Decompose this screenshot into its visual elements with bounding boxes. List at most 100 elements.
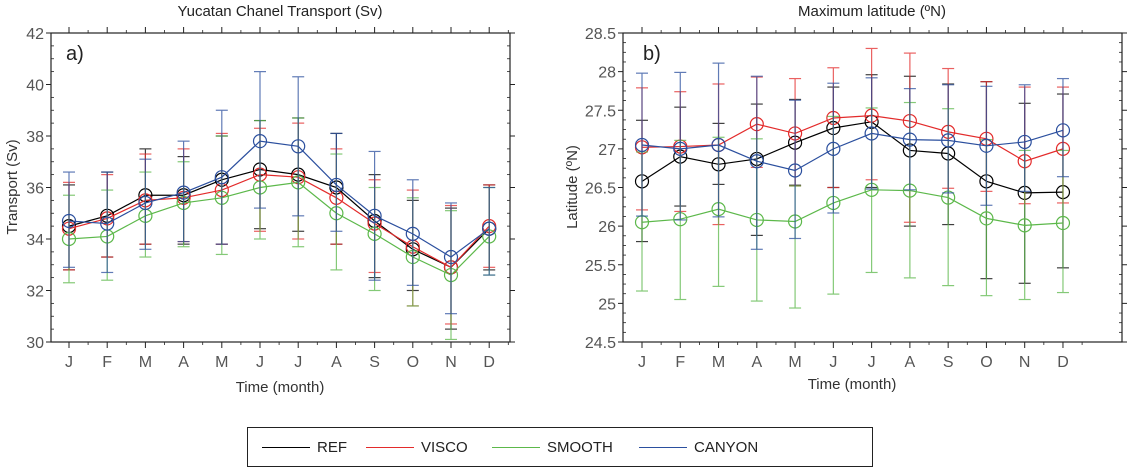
- b-errorbar-canyon: [712, 62, 725, 218]
- a-ytick-label: 34: [26, 232, 44, 249]
- b-errorbar-canyon: [674, 71, 687, 221]
- b-xtick-label: J: [638, 354, 646, 371]
- b-ytick-label: 25.5: [585, 258, 616, 275]
- a-line-smooth: [68, 181, 490, 276]
- b-xtick-label: M: [712, 354, 725, 371]
- a-xtick-label: J: [65, 354, 73, 371]
- panel-b-xlabel: Time (month): [808, 376, 897, 393]
- b-line-visco: [641, 115, 1064, 162]
- legend-label-visco: VISCO: [421, 438, 468, 456]
- a-point-canyon: [61, 213, 77, 229]
- a-xtick-label: M: [215, 354, 228, 371]
- b-ytick-label: 25: [598, 296, 616, 313]
- a-errorbar-canyon: [254, 71, 266, 209]
- b-errorbar-canyon: [636, 72, 648, 217]
- a-xtick-label: S: [369, 354, 380, 371]
- a-errorbar-canyon: [445, 202, 457, 315]
- a-errorbar-canyon: [177, 140, 190, 243]
- a-ytick-label: 42: [26, 26, 44, 43]
- panel-a-ylabel: Transport (Sv): [4, 139, 21, 234]
- b-point-canyon: [864, 126, 879, 141]
- b-errorbar-canyon: [789, 99, 802, 240]
- a-xtick-label: D: [483, 354, 495, 371]
- a-line-ref: [68, 168, 490, 269]
- b-xtick-label: A: [751, 354, 762, 371]
- legend-label-canyon: CANYON: [694, 438, 759, 456]
- a-xtick-label: N: [445, 354, 457, 371]
- a-ytick-label: 40: [26, 78, 44, 95]
- b-line-smooth: [641, 189, 1064, 226]
- b-ytick-label: 27: [598, 142, 616, 159]
- legend-swatch-smooth: [492, 446, 540, 448]
- b-ytick-label: 26: [598, 219, 616, 236]
- a-point-canyon: [291, 139, 306, 154]
- a-ytick-label: 38: [26, 129, 44, 146]
- b-point-canyon: [826, 141, 841, 156]
- b-point-canyon: [902, 132, 917, 147]
- b-series-smooth: [634, 101, 1071, 309]
- a-ytick-label: 30: [26, 335, 44, 352]
- a-errorbar-canyon: [101, 171, 114, 274]
- b-point-canyon: [749, 154, 764, 169]
- a-xtick-label: M: [139, 354, 152, 371]
- a-point-canyon: [176, 185, 191, 200]
- b-xtick-label: A: [905, 354, 916, 371]
- a-point-canyon: [405, 226, 420, 241]
- a-errorbar-canyon: [330, 132, 343, 232]
- b-point-smooth: [1017, 218, 1032, 233]
- legend-item-canyon: CANYON: [639, 428, 758, 466]
- b-xtick-label: S: [943, 354, 954, 371]
- b-ytick-label: 28: [598, 65, 616, 82]
- legend-swatch-ref: [262, 446, 310, 448]
- b-errorbar-canyon: [1056, 77, 1069, 178]
- a-xtick-label: A: [331, 354, 342, 371]
- a-errorbar-canyon: [63, 171, 75, 268]
- panel-a-transport: Yucatan Chanel Transport (Sv) a) Transpo…: [4, 3, 515, 396]
- a-series-smooth: [61, 117, 497, 341]
- panel-b-ylabel: Latitude (ºN): [564, 145, 581, 229]
- b-xtick-label: J: [829, 354, 837, 371]
- a-errorbar-canyon: [406, 179, 419, 286]
- panel-a-xlabel: Time (month): [236, 379, 325, 396]
- a-point-canyon: [329, 177, 344, 193]
- a-point-canyon: [443, 249, 459, 265]
- b-series-ref: [634, 74, 1071, 284]
- b-point-canyon: [941, 133, 956, 148]
- b-point-canyon: [1055, 123, 1071, 138]
- legend-item-visco: VISCO: [366, 428, 468, 466]
- a-errorbar-canyon: [483, 186, 496, 276]
- a-line-canyon: [68, 140, 490, 258]
- a-series-ref: [61, 117, 497, 330]
- b-ytick-label: 24.5: [585, 335, 616, 352]
- a-ytick-label: 32: [26, 284, 44, 301]
- a-errorbar-canyon: [139, 158, 152, 250]
- b-point-smooth: [1055, 215, 1071, 231]
- a-xtick-label: F: [102, 354, 112, 371]
- a-line-visco: [68, 174, 490, 269]
- b-ytick-label: 27.5: [585, 103, 616, 120]
- legend-item-smooth: SMOOTH: [492, 428, 613, 466]
- b-ytick-label: 28.5: [585, 26, 616, 43]
- panel-a-label: a): [66, 43, 84, 65]
- b-xtick-label: J: [868, 354, 876, 371]
- b-point-canyon: [634, 137, 650, 153]
- a-point-canyon: [100, 216, 115, 231]
- a-point-canyon: [367, 208, 382, 223]
- a-point-canyon: [214, 170, 229, 185]
- a-xtick-label: O: [407, 354, 419, 371]
- b-errorbar-canyon: [1018, 84, 1031, 192]
- legend-swatch-visco: [366, 446, 414, 448]
- b-errorbar-canyon: [827, 82, 840, 214]
- panel-a-title: Yucatan Chanel Transport (Sv): [177, 3, 382, 20]
- panel-b-label: b): [643, 43, 661, 65]
- b-series-canyon: [634, 62, 1071, 250]
- legend: REF VISCO SMOOTH CANYON: [247, 427, 873, 467]
- legend-label-ref: REF: [317, 438, 347, 456]
- a-ytick-label: 36: [26, 181, 44, 198]
- a-point-canyon: [252, 134, 268, 149]
- a-point-canyon: [482, 221, 497, 236]
- legend-label-smooth: SMOOTH: [547, 438, 613, 456]
- a-plot-frame: [50, 32, 511, 343]
- b-xtick-label: M: [788, 354, 801, 371]
- b-xtick-label: N: [1019, 354, 1031, 371]
